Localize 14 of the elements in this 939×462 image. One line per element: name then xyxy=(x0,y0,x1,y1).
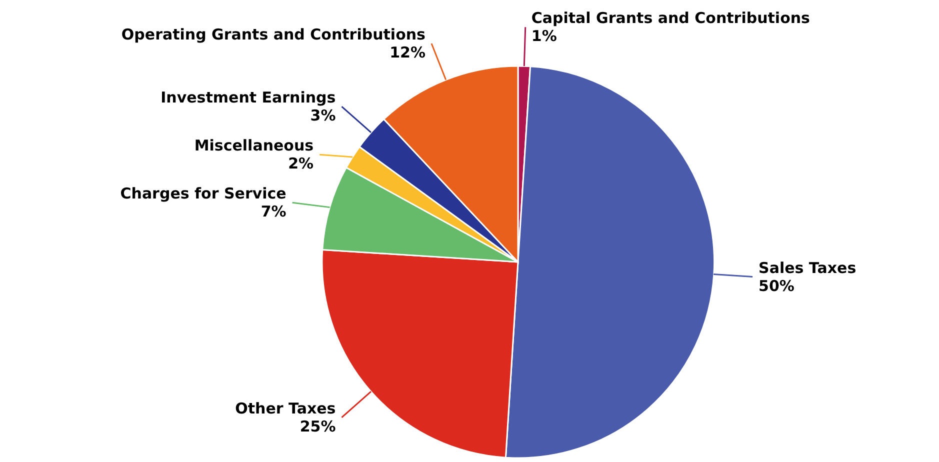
slice-label: Other Taxes xyxy=(235,399,336,418)
data-label: 7% xyxy=(260,202,286,221)
data-label: 12% xyxy=(390,44,426,62)
slice-label: Investment Earnings xyxy=(160,88,336,107)
slice-label: Capital Grants and Contributions xyxy=(531,9,810,28)
slice-label: Sales Taxes xyxy=(758,258,856,277)
slice-label: Operating Grants and Contributions xyxy=(121,26,426,44)
data-label: 3% xyxy=(310,106,336,125)
data-label: 1% xyxy=(531,27,557,46)
slice-label: Miscellaneous xyxy=(194,136,314,155)
data-label: 2% xyxy=(288,154,314,173)
slice-label: Charges for Service xyxy=(120,184,286,203)
data-label: 50% xyxy=(758,276,794,295)
data-label: 25% xyxy=(300,417,336,436)
